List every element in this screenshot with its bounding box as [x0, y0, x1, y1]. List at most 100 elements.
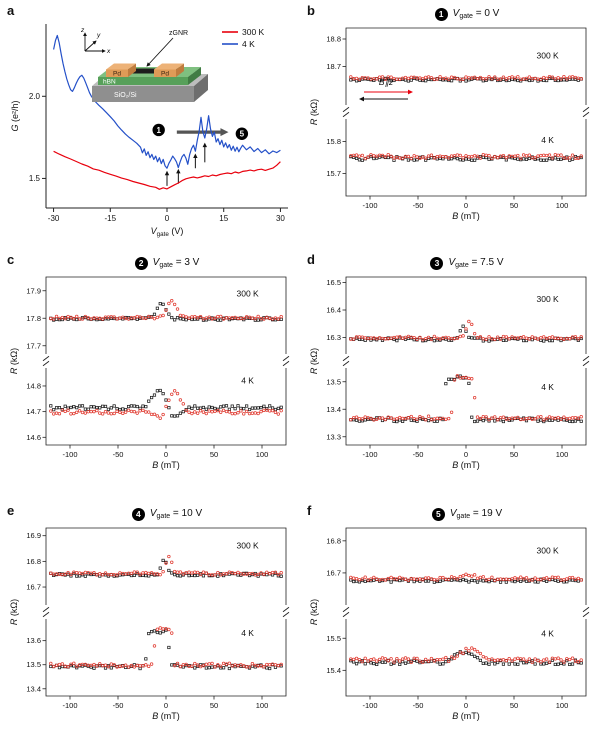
temperature-label: 4 K	[541, 135, 554, 145]
panel-title: 3 Vgate = 7.5 V	[300, 255, 600, 271]
svg-text:-100: -100	[62, 450, 77, 459]
svg-text:300 K: 300 K	[242, 27, 265, 37]
svg-text:13.5: 13.5	[26, 660, 41, 669]
hbn-label: hBN	[103, 79, 116, 86]
svg-text:100: 100	[556, 450, 569, 459]
svg-text:0: 0	[464, 701, 468, 710]
svg-text:Vgate (V): Vgate (V)	[151, 226, 184, 238]
panel-label: b	[307, 3, 315, 18]
svg-text:13.5: 13.5	[326, 377, 341, 386]
svg-text:B (mT): B (mT)	[452, 211, 480, 221]
curve-4K	[53, 34, 281, 169]
axis-break-mark	[582, 606, 590, 613]
svg-text:-100: -100	[362, 201, 377, 210]
panel-f: f 5 Vgate = 19 V -100 -50 0 50 100 B (mT) R (k…	[300, 500, 600, 751]
substrate-label: SiO₂/Si	[114, 92, 137, 99]
svg-text:17.8: 17.8	[26, 314, 41, 323]
axis-break-mark	[342, 611, 350, 618]
temperature-label: 300 K	[536, 50, 559, 60]
magnetoresistance-chart: -100 -50 0 50 100 B (mT) R (kΩ) 16.9 16.8 16.7 13.…	[9, 527, 290, 721]
legend: 300 K 4 K	[222, 27, 265, 49]
svg-text:B (mT): B (mT)	[452, 460, 480, 470]
panel-e: e 4 Vgate = 10 V -100 -50 0 50 100 B (mT) R (k…	[0, 500, 300, 751]
svg-text:-100: -100	[62, 701, 77, 710]
gate-number-badge: 4	[131, 507, 145, 521]
svg-text:50: 50	[510, 201, 518, 210]
svg-text:50: 50	[210, 701, 218, 710]
svg-text:2.0: 2.0	[29, 92, 41, 101]
series-300K-sweep-up	[49, 554, 283, 577]
axis-break-mark	[42, 611, 50, 618]
magnetoresistance-chart: -100 -50 0 50 100 B (mT) R (kΩ) 16.8 16.7 15.5 15.…	[309, 527, 590, 721]
axis-x-label: x	[106, 48, 111, 55]
panel-label: f	[307, 503, 312, 518]
gate-marker-badge: 1	[152, 123, 165, 137]
series-300K-sweep-up	[349, 319, 583, 342]
gate-voltage-label: Vgate = 3 V	[152, 257, 200, 269]
series-4K-sweep-up	[349, 152, 583, 161]
series-300K-sweep-up	[49, 299, 283, 321]
axis-break-mark	[342, 606, 350, 613]
svg-text:-50: -50	[113, 701, 124, 710]
svg-text:0: 0	[464, 450, 468, 459]
panel-label: c	[7, 252, 15, 267]
gate-number-badge: 5	[431, 507, 445, 521]
svg-text:50: 50	[510, 701, 518, 710]
axis-z-label: z	[80, 27, 85, 34]
svg-text:16.8: 16.8	[326, 536, 341, 545]
svg-text:100: 100	[556, 201, 569, 210]
svg-text:-100: -100	[362, 701, 377, 710]
axes: -100 -50 0 50 100 B (mT) R (kΩ) 16.5 16.4 16.3 13.…	[309, 276, 590, 470]
svg-text:15.7: 15.7	[326, 169, 341, 178]
panel-label: a	[7, 3, 15, 18]
svg-text:1: 1	[156, 126, 161, 135]
series-300K-sweep-up	[349, 572, 583, 582]
device-schematic-inset: z y x SiO₂/Si hBN	[70, 22, 220, 114]
panel-title: 1 Vgate = 0 V	[300, 6, 600, 22]
series-300K-sweep-down	[349, 324, 583, 343]
axis-break-mark	[342, 106, 350, 113]
axes: -100 -50 0 50 100 B (mT) R (kΩ) 16.8 16.7 15.5 15.…	[309, 527, 590, 721]
axis-break-mark	[282, 355, 290, 362]
panel-title: 5 Vgate = 19 V	[300, 506, 600, 522]
panel-d: d 3 Vgate = 7.5 V -100 -50 0 50 100 B (mT) R (…	[300, 249, 600, 500]
svg-text:-15: -15	[105, 214, 117, 223]
svg-text:R (kΩ): R (kΩ)	[309, 348, 319, 374]
svg-text:5: 5	[240, 130, 245, 139]
gate-number-badge: 2	[134, 256, 148, 270]
svg-text:B (mT): B (mT)	[152, 711, 180, 721]
magnetoresistance-chart: -100 -50 0 50 100 B (mT) R (kΩ) 18.8 18.7 15.8 15.…	[309, 27, 590, 221]
svg-text:B (mT): B (mT)	[152, 460, 180, 470]
svg-text:1.5: 1.5	[29, 174, 41, 183]
series-4K-sweep-up	[49, 626, 283, 669]
series-4K-sweep-up	[349, 646, 583, 664]
svg-text:50: 50	[210, 450, 218, 459]
gate-voltage-label: Vgate = 0 V	[452, 8, 500, 20]
svg-text:R (kΩ): R (kΩ)	[309, 599, 319, 625]
svg-text:13.3: 13.3	[326, 432, 341, 441]
svg-text:15: 15	[219, 214, 228, 223]
svg-text:16.4: 16.4	[326, 306, 341, 315]
series-300K-sweep-up	[349, 75, 583, 82]
svg-text:16.7: 16.7	[26, 583, 41, 592]
svg-text:0: 0	[464, 201, 468, 210]
panel-label: d	[307, 252, 315, 267]
svg-text:30: 30	[276, 214, 285, 223]
axes: -100 -50 0 50 100 B (mT) R (kΩ) 16.9 16.8 16.7 13.…	[9, 527, 290, 721]
svg-text:-50: -50	[113, 450, 124, 459]
axis-break-mark	[582, 106, 590, 113]
svg-text:13.6: 13.6	[26, 636, 41, 645]
axis-break-mark	[342, 355, 350, 362]
series-4K-sweep-up	[349, 374, 583, 422]
svg-text:15.4: 15.4	[326, 666, 341, 675]
panel-title: 2 Vgate = 3 V	[0, 255, 300, 271]
svg-text:-50: -50	[413, 701, 424, 710]
temperature-label: 300 K	[536, 294, 559, 304]
svg-text:-50: -50	[413, 450, 424, 459]
svg-text:14.6: 14.6	[26, 433, 41, 442]
svg-text:16.9: 16.9	[26, 531, 41, 540]
gate-marker-badge: 5	[235, 127, 249, 140]
field-direction-annotation: B∥z	[359, 77, 413, 102]
